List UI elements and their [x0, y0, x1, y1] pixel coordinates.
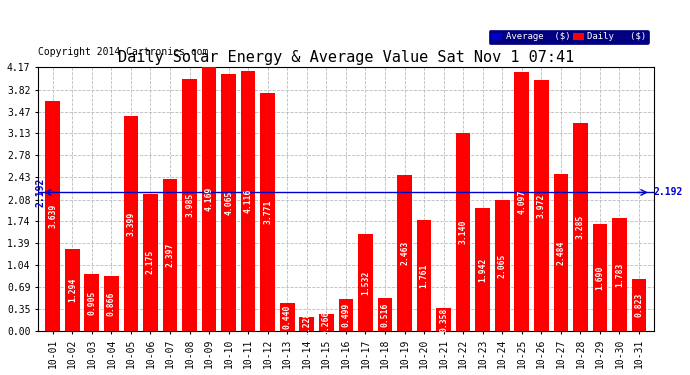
Bar [358, 234, 373, 331]
Text: 4.065: 4.065 [224, 190, 233, 215]
Bar [456, 132, 471, 331]
Text: 2.175: 2.175 [146, 250, 155, 274]
Text: 3.639: 3.639 [48, 204, 57, 228]
Text: 1.783: 1.783 [615, 262, 624, 287]
Bar [475, 208, 490, 331]
Text: 1.761: 1.761 [420, 263, 428, 288]
Bar [631, 279, 647, 331]
Bar [553, 174, 568, 331]
Text: 0.358: 0.358 [439, 308, 448, 332]
Bar [417, 220, 431, 331]
Text: 2.065: 2.065 [497, 254, 506, 278]
Text: 1.690: 1.690 [595, 266, 604, 290]
Bar [46, 101, 60, 331]
Text: 0.823: 0.823 [635, 293, 644, 317]
Text: 3.972: 3.972 [537, 193, 546, 217]
Text: 0.266: 0.266 [322, 310, 331, 335]
Text: 2.484: 2.484 [556, 240, 565, 265]
Text: 1.532: 1.532 [361, 270, 370, 295]
Title: Daily Solar Energy & Average Value Sat Nov 1 07:41: Daily Solar Energy & Average Value Sat N… [118, 50, 574, 65]
Text: 2.397: 2.397 [166, 243, 175, 267]
Bar [260, 93, 275, 331]
Text: 0.499: 0.499 [342, 303, 351, 327]
Bar [495, 201, 509, 331]
Bar [201, 68, 217, 331]
Bar [280, 303, 295, 331]
Bar [241, 71, 255, 331]
Text: 2.192: 2.192 [35, 178, 45, 207]
Bar [612, 218, 627, 331]
Text: 3.985: 3.985 [185, 193, 194, 217]
Text: 0.440: 0.440 [283, 305, 292, 329]
Text: 2.192: 2.192 [653, 188, 683, 198]
Bar [515, 72, 529, 331]
Text: 2.463: 2.463 [400, 241, 409, 266]
Text: 1.294: 1.294 [68, 278, 77, 302]
Bar [534, 80, 549, 331]
Text: Copyright 2014 Cartronics.com: Copyright 2014 Cartronics.com [38, 47, 208, 57]
Text: 3.399: 3.399 [126, 211, 135, 236]
Text: 0.866: 0.866 [107, 291, 116, 316]
Bar [319, 314, 334, 331]
Text: 4.097: 4.097 [518, 189, 526, 214]
Bar [573, 123, 588, 331]
Text: 0.228: 0.228 [302, 312, 311, 336]
Text: 0.516: 0.516 [380, 303, 389, 327]
Text: 4.169: 4.169 [204, 187, 214, 211]
Text: 4.116: 4.116 [244, 189, 253, 213]
Text: 3.771: 3.771 [263, 200, 273, 224]
Bar [377, 298, 393, 331]
Bar [163, 180, 177, 331]
Bar [84, 274, 99, 331]
Bar [104, 276, 119, 331]
Bar [299, 316, 314, 331]
Bar [124, 116, 138, 331]
Legend: Average  ($), Daily   ($): Average ($), Daily ($) [489, 30, 649, 44]
Bar [397, 175, 412, 331]
Bar [65, 249, 79, 331]
Text: 3.140: 3.140 [459, 220, 468, 244]
Bar [143, 194, 158, 331]
Bar [436, 308, 451, 331]
Text: 0.905: 0.905 [88, 290, 97, 315]
Bar [182, 79, 197, 331]
Text: 1.942: 1.942 [478, 258, 487, 282]
Bar [593, 224, 607, 331]
Bar [221, 74, 236, 331]
Bar [339, 300, 353, 331]
Text: 3.285: 3.285 [576, 215, 585, 239]
